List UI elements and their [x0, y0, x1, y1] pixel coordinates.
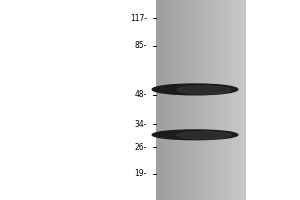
Text: 26-: 26-: [135, 143, 147, 152]
Text: 48-: 48-: [135, 90, 147, 99]
Text: 85-: 85-: [135, 41, 147, 50]
Text: 34-: 34-: [134, 120, 147, 129]
Ellipse shape: [177, 86, 231, 94]
Ellipse shape: [152, 84, 238, 95]
Ellipse shape: [177, 132, 231, 139]
Text: 117-: 117-: [130, 14, 147, 23]
Text: 19-: 19-: [135, 169, 147, 178]
Ellipse shape: [152, 130, 238, 140]
